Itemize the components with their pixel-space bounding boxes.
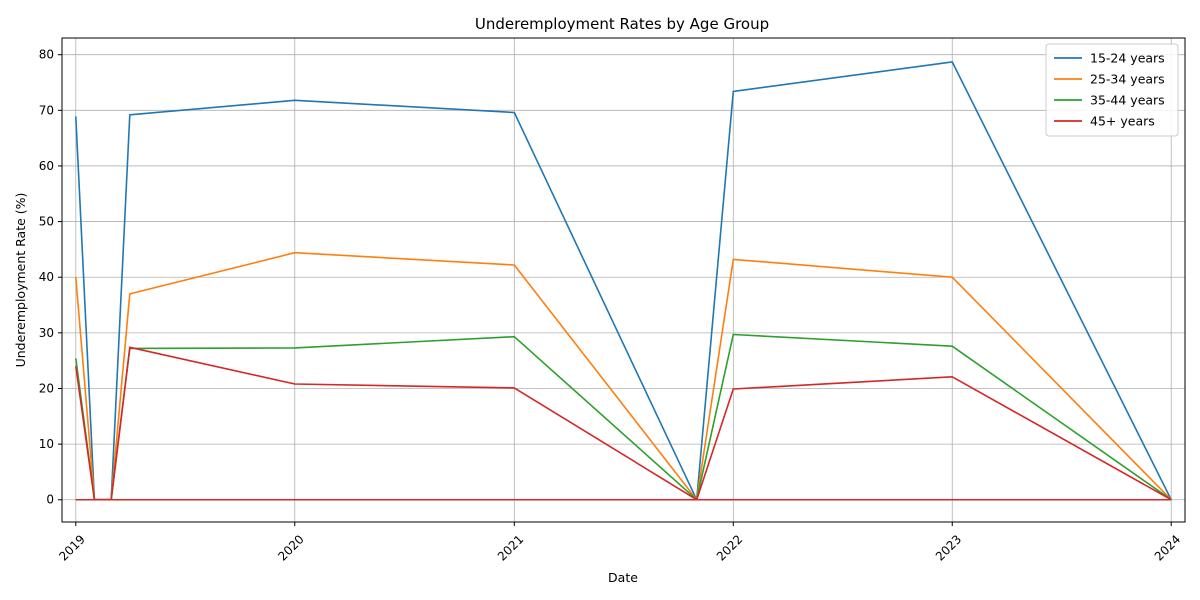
plot-frame: [61, 37, 1186, 523]
series-line-3: [75, 333, 1172, 501]
legend-label: 25-34 years: [1090, 72, 1165, 87]
x-tick-label: 2024: [1152, 532, 1183, 563]
y-tick-label: 30: [39, 326, 54, 340]
y-tick-label: 40: [39, 270, 54, 284]
x-axis: 2019 2020 2021 2022 2023 2024: [56, 522, 1183, 564]
grid-lines: [62, 38, 1185, 522]
legend-label: 35-44 years: [1090, 93, 1165, 108]
x-tick-label: 2023: [933, 532, 964, 563]
y-tick-label: 50: [39, 215, 54, 229]
chart-title: Underemployment Rates by Age Group: [475, 15, 769, 33]
series-lines: [75, 61, 1172, 501]
y-axis: 0 10 20 30 40 50 60 70 80: [39, 48, 62, 507]
y-tick-label: 0: [46, 493, 54, 507]
x-tick-label: 2022: [714, 532, 745, 563]
y-tick-label: 60: [39, 159, 54, 173]
legend-label: 45+ years: [1090, 114, 1155, 129]
x-tick-label: 2019: [56, 532, 87, 563]
x-axis-title: Date: [608, 570, 638, 585]
y-tick-label: 10: [39, 437, 54, 451]
series-line-4: [75, 346, 1172, 501]
legend-label: 15-24 years: [1090, 51, 1165, 66]
legend: 15-24 years 25-34 years 35-44 years 45+ yea…: [1045, 43, 1179, 137]
y-axis-title: Underemployment Rate (%): [13, 193, 28, 368]
y-tick-label: 80: [39, 48, 54, 62]
series-line-2: [75, 251, 1172, 501]
x-tick-label: 2020: [275, 532, 306, 563]
x-tick-label: 2021: [495, 532, 526, 563]
y-tick-label: 20: [39, 381, 54, 395]
y-tick-label: 70: [39, 103, 54, 117]
legend-box: [1045, 43, 1179, 137]
